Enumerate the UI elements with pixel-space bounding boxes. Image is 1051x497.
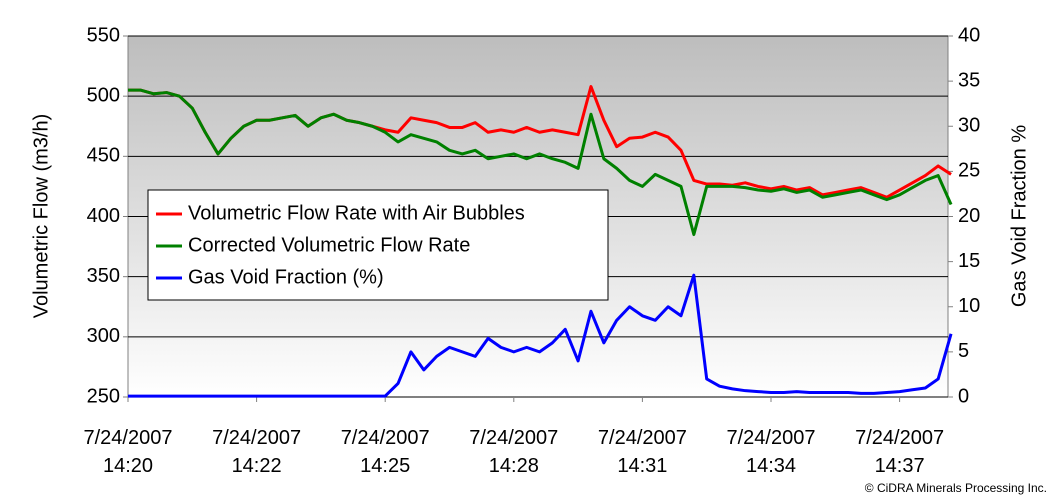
y-axis-title: Volumetric Flow (m3/h) <box>30 114 52 319</box>
y2-tick-label: 20 <box>958 205 980 227</box>
x-tick-label: 7/24/2007 14:22 <box>212 427 302 477</box>
y-tick-label: 550 <box>87 24 120 46</box>
y2-axis-title: Gas Void Fraction % <box>1008 125 1030 308</box>
x-tick-label: 7/24/2007 14:25 <box>340 427 430 477</box>
y-tick-label: 300 <box>87 325 120 347</box>
y2-tick-label: 35 <box>958 69 980 91</box>
x-tick-label: 7/24/2007 14:34 <box>726 427 816 477</box>
y2-tick-label: 25 <box>958 160 980 182</box>
y2-tick-label: 10 <box>958 295 980 317</box>
y-tick-label: 450 <box>87 145 120 167</box>
legend-box <box>147 189 609 301</box>
legend-label: Volumetric Flow Rate with Air Bubbles <box>188 202 525 224</box>
x-tick-label: 7/24/2007 14:28 <box>469 427 559 477</box>
y-tick-label: 500 <box>87 84 120 106</box>
y2-tick-label: 0 <box>958 385 969 407</box>
legend-label: Corrected Volumetric Flow Rate <box>188 234 470 256</box>
series-line <box>128 273 953 398</box>
y2-tick-label: 5 <box>958 340 969 362</box>
y-tick-label: 250 <box>87 385 120 407</box>
y2-tick-label: 30 <box>958 115 980 137</box>
y-tick-label: 400 <box>87 205 120 227</box>
legend: Volumetric Flow Rate with Air Bubbles Cor… <box>147 189 609 301</box>
x-tick-label: 7/24/2007 14:20 <box>83 427 173 477</box>
copyright: © CiDRA Minerals Processing Inc. <box>864 481 1047 495</box>
y2-tick-label: 40 <box>958 24 980 46</box>
legend-label: Gas Void Fraction (%) <box>188 266 384 288</box>
series-line <box>128 88 953 237</box>
y2-tick-label: 15 <box>958 250 980 272</box>
x-tick-label: 7/24/2007 14:37 <box>855 427 945 477</box>
y-tick-label: 350 <box>87 265 120 287</box>
x-tick-label: 7/24/2007 14:31 <box>597 427 687 477</box>
